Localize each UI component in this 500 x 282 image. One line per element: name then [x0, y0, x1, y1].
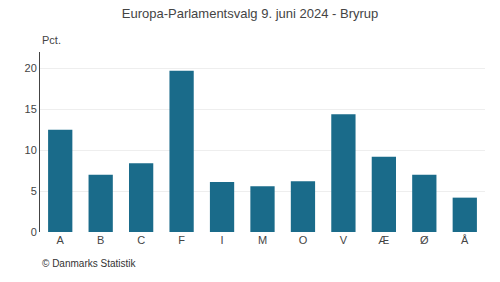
svg-text:B: B [97, 234, 104, 246]
svg-text:Europa-Parlamentsvalg 9. juni: Europa-Parlamentsvalg 9. juni 2024 - Bry… [122, 6, 379, 21]
svg-text:Æ: Æ [378, 234, 389, 246]
svg-text:5: 5 [31, 185, 37, 197]
svg-text:M: M [258, 234, 267, 246]
svg-text:C: C [137, 234, 145, 246]
svg-text:20: 20 [25, 62, 37, 74]
svg-text:© Danmarks Statistik: © Danmarks Statistik [42, 258, 137, 269]
svg-text:O: O [299, 234, 308, 246]
svg-text:Ø: Ø [420, 234, 429, 246]
svg-text:0: 0 [31, 226, 37, 238]
svg-text:10: 10 [25, 144, 37, 156]
svg-text:15: 15 [25, 103, 37, 115]
svg-text:I: I [221, 234, 224, 246]
svg-text:F: F [178, 234, 185, 246]
svg-text:A: A [57, 234, 65, 246]
svg-text:Å: Å [461, 234, 469, 246]
svg-text:V: V [340, 234, 348, 246]
svg-text:Pct.: Pct. [42, 34, 61, 46]
